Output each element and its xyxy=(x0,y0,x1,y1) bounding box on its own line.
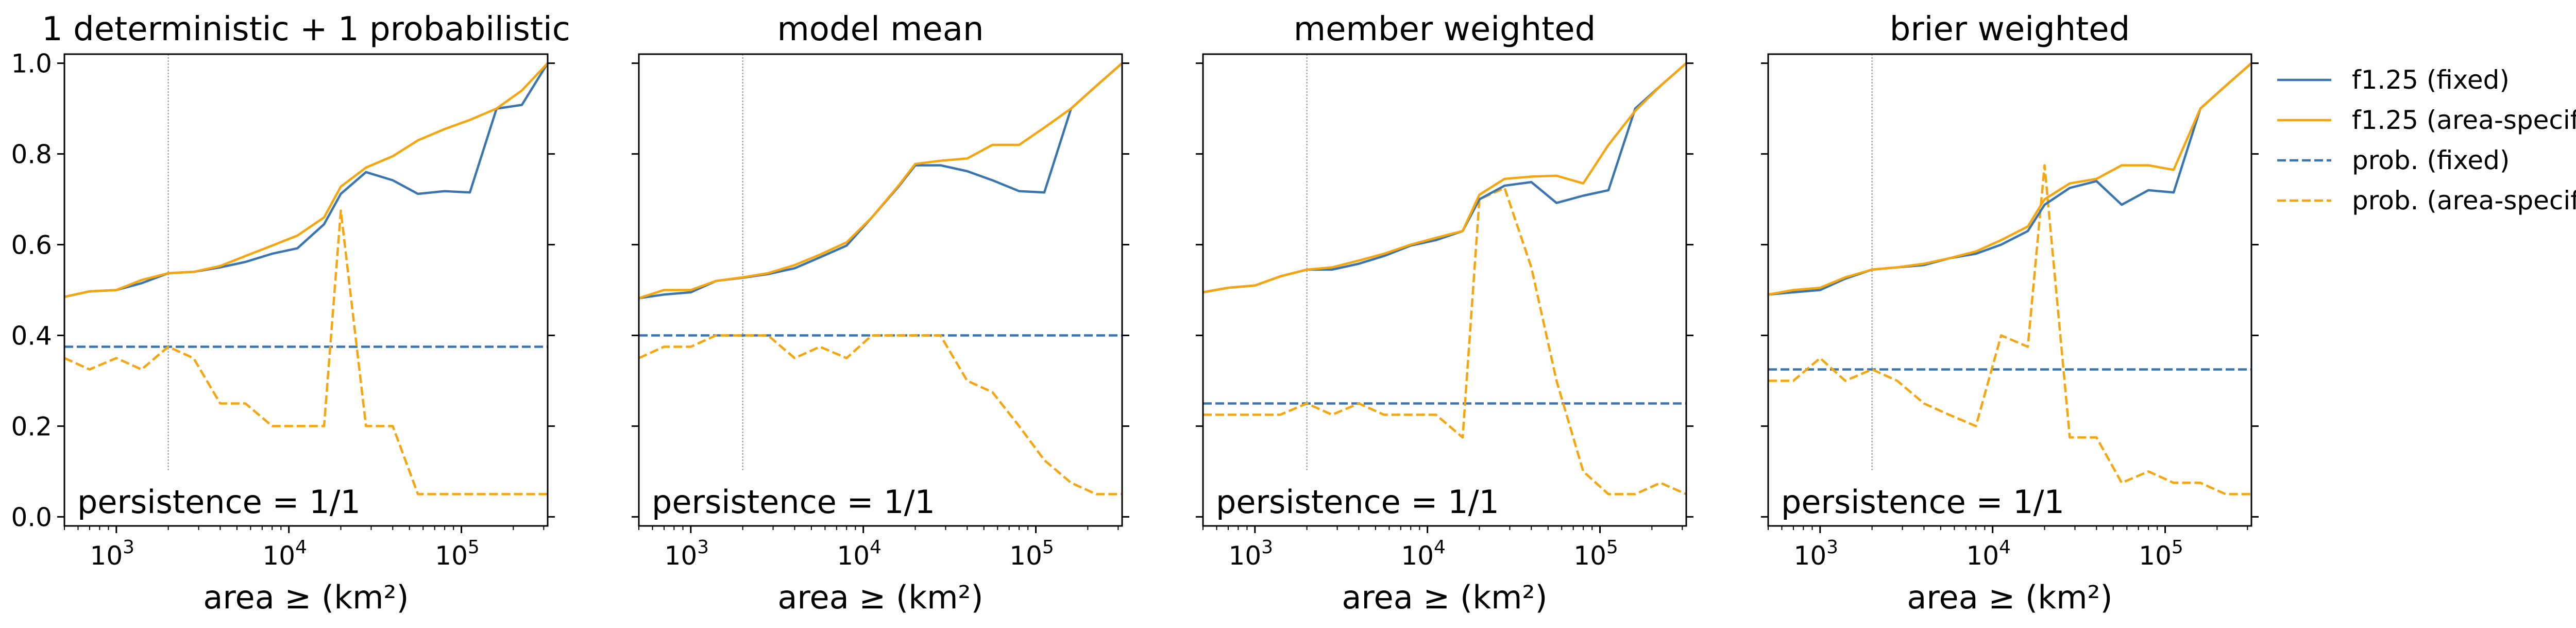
series-line-prob-area-specific xyxy=(638,334,1122,495)
series-line-f1-25-area-specific xyxy=(1768,62,2252,296)
series-line-prob-area-specific xyxy=(1203,187,1687,495)
series-line-f1-25-area-specific xyxy=(64,62,549,298)
series-line-f1-25-area-specific xyxy=(638,62,1123,300)
x-tick-label: 104 xyxy=(837,537,882,571)
persistence-annotation: persistence = 1/1 xyxy=(652,483,935,521)
x-tick-label: 103 xyxy=(1229,537,1274,571)
x-axis-label: area ≥ (km²) xyxy=(1342,579,1547,616)
y-tick-label: 0.8 xyxy=(11,140,52,170)
legend-label: prob. (fixed) xyxy=(2352,145,2510,175)
axes-frame xyxy=(63,53,549,527)
x-tick-label: 103 xyxy=(90,537,135,571)
panel-title: brier weighted xyxy=(1890,10,2130,48)
x-tick-label: 105 xyxy=(1009,537,1054,571)
y-tick-label: 1.0 xyxy=(11,49,52,79)
y-tick-label: 0.6 xyxy=(11,230,52,260)
series-line-f1-25-fixed xyxy=(64,62,549,298)
panel-1: 1 deterministic + 1 probabilistic 0.0 0.2 0… xyxy=(11,10,570,616)
x-tick-label: 103 xyxy=(1794,537,1839,571)
x-tick-label: 104 xyxy=(1966,537,2011,571)
panel-3: member weighted 103 104 105 area ≥ (km²) pers… xyxy=(1196,10,1693,616)
panel-2: model mean 103 104 105 area ≥ (km²) persisten… xyxy=(632,10,1129,616)
x-tick-label: 105 xyxy=(435,537,480,571)
x-axis-label: area ≥ (km²) xyxy=(1907,579,2112,616)
series-line-f1-25-fixed xyxy=(638,62,1123,300)
persistence-annotation: persistence = 1/1 xyxy=(1216,483,1499,521)
y-tick-label: 0.2 xyxy=(11,411,52,441)
x-tick-label: 104 xyxy=(1401,537,1446,571)
y-tick-label: 0.0 xyxy=(11,502,52,532)
panel-title: 1 deterministic + 1 probabilistic xyxy=(42,10,570,48)
x-axis-label: area ≥ (km²) xyxy=(203,579,409,616)
series-line-f1-25-area-specific xyxy=(1202,62,1687,294)
axes-frame xyxy=(1202,53,1687,527)
x-tick-label: 103 xyxy=(665,537,709,571)
panel-4: brier weighted 103 104 105 area ≥ (km²) persi… xyxy=(1761,10,2259,616)
legend-label: prob. (area-specific) xyxy=(2352,186,2576,216)
series-line-prob-area-specific xyxy=(1768,164,2251,495)
x-axis-label: area ≥ (km²) xyxy=(777,579,983,616)
y-tick-label: 0.4 xyxy=(11,321,52,351)
legend-label: f1.25 (area-specific) xyxy=(2352,105,2576,135)
legend-label: f1.25 (fixed) xyxy=(2352,65,2510,95)
panel-title: model mean xyxy=(777,10,984,48)
panel-title: member weighted xyxy=(1294,10,1596,48)
series-line-f1-25-fixed xyxy=(1768,62,2252,296)
series-line-prob-area-specific xyxy=(64,209,548,495)
persistence-annotation: persistence = 1/1 xyxy=(77,483,361,521)
persistence-annotation: persistence = 1/1 xyxy=(1781,483,2064,521)
legend: f1.25 (fixed) f1.25 (area-specific) prob. … xyxy=(2277,65,2576,216)
x-tick-label: 105 xyxy=(1573,537,1618,571)
axes-frame xyxy=(638,53,1123,527)
x-tick-label: 105 xyxy=(2139,537,2183,571)
axes-frame xyxy=(1767,53,2252,527)
series-line-f1-25-fixed xyxy=(1202,62,1687,294)
x-tick-label: 104 xyxy=(262,537,307,571)
